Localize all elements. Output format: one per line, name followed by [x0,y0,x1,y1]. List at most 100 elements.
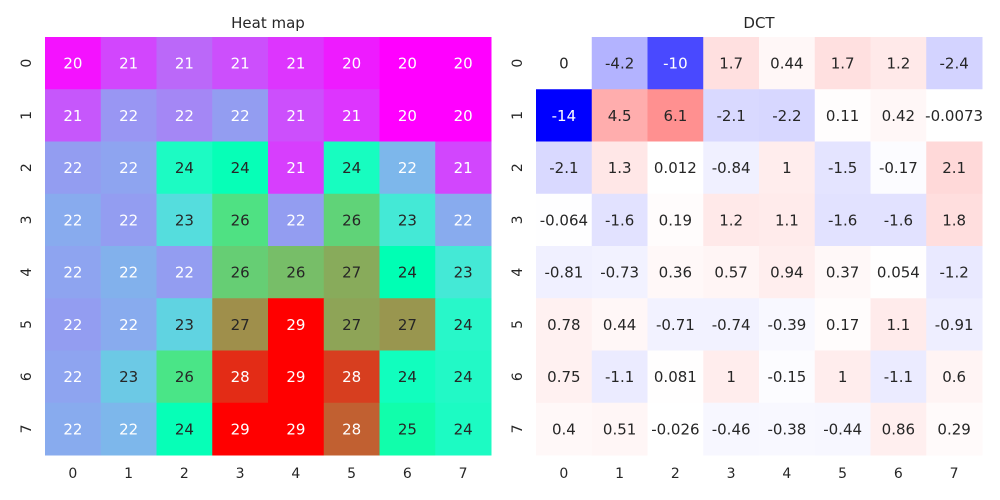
cell-value-label: 22 [398,159,417,177]
heatmap-cell [703,298,760,351]
heatmap-cell [323,193,380,247]
cell-value-label: 23 [398,211,417,229]
cell-value-label: -2.1 [549,159,578,177]
cell-value-label: 27 [342,264,361,282]
heatmap-cell [814,402,871,456]
heatmap-cell [759,89,816,142]
heatmap-cell [647,402,704,456]
heatmap-cell [870,89,927,142]
heatmap-cell [379,402,436,456]
cell-value-label: 0.6 [942,368,966,386]
cell-value-label: -0.44 [823,420,862,438]
heatmap-cell [435,350,492,404]
y-tick-label: 1 [19,111,35,120]
heatmap-cell [45,141,102,195]
cell-value-label: 0.36 [659,264,692,282]
cell-value-label: 22 [175,107,194,125]
cell-value-label: -0.064 [540,211,588,229]
heatmap-cell [212,37,269,90]
heatmap-cell [536,402,593,456]
heatmap-cell [323,89,380,142]
cell-value-label: 0.054 [877,264,920,282]
heatmap-cell [926,350,983,404]
heatmap-cell [591,246,648,299]
heatmap-cell [703,350,760,404]
cell-value-label: 0.78 [547,316,580,334]
cell-value-label: -1.2 [939,264,968,282]
y-tick-label: 1 [510,111,526,120]
x-tick-label: 2 [671,466,680,482]
cell-value-label: 0.42 [882,107,915,125]
heatmap-cell [212,141,269,195]
cell-value-label: 26 [342,211,361,229]
cell-value-label: 0.4 [552,420,576,438]
x-tick-label: 1 [615,466,624,482]
heatmap-cell [268,298,325,351]
cell-value-label: -1.1 [884,368,913,386]
cell-value-label: 22 [63,420,82,438]
heatmap-cell [926,246,983,299]
cell-value-label: 22 [454,211,473,229]
cell-value-label: 6.1 [663,107,687,125]
cell-value-label: 0.19 [659,211,692,229]
heatmap-cell [323,246,380,299]
cell-value-label: 23 [119,368,138,386]
cell-value-label: 21 [342,107,361,125]
cell-value-label: 23 [175,211,194,229]
heatmap-cell [591,298,648,351]
heatmap-cell [212,246,269,299]
heatmap-cell [323,37,380,90]
cell-value-label: 1 [782,159,792,177]
heatmap-cell [100,350,157,404]
cell-value-label: 0.57 [714,264,747,282]
heatmap-cell [870,37,927,90]
cell-value-label: -0.0073 [925,107,983,125]
cell-value-label: -2.2 [772,107,801,125]
cell-value-label: 1.2 [886,55,910,73]
heatmap-cell [647,298,704,351]
heatmap-cell [156,89,213,142]
heatmap-cell [926,141,983,195]
heatmap-cell [379,246,436,299]
cell-value-label: 29 [286,368,305,386]
heatmap-cell [268,246,325,299]
cell-value-label: 0.11 [826,107,859,125]
cell-value-label: 23 [175,316,194,334]
cell-value-label: 21 [454,159,473,177]
cell-value-label: 22 [119,107,138,125]
heatmap-cell [379,89,436,142]
cell-value-label: 27 [342,316,361,334]
y-tick-label: 5 [510,320,526,329]
heatmap-cell [591,89,648,142]
y-tick-label: 7 [510,424,526,433]
heatmap-cell [926,402,983,456]
cell-value-label: 26 [231,211,250,229]
cell-value-label: -0.91 [935,316,974,334]
cell-value-label: -0.74 [712,316,751,334]
cell-value-label: 29 [286,316,305,334]
heatmap-cell [591,193,648,247]
cell-value-label: 21 [286,55,305,73]
cell-value-label: 22 [119,420,138,438]
cell-value-label: 20 [454,55,473,73]
heatmap-cell [703,37,760,90]
cell-value-label: 21 [119,55,138,73]
cell-value-label: 22 [119,159,138,177]
x-tick-label: 6 [894,466,903,482]
cell-value-label: 21 [286,159,305,177]
heatmap-cell [268,141,325,195]
cell-value-label: -10 [663,55,688,73]
cell-value-label: 24 [454,316,473,334]
heatmap-cell [435,298,492,351]
cell-value-label: -1.6 [884,211,913,229]
heatmap-cell [536,89,593,142]
cell-value-label: -1.6 [605,211,634,229]
y-tick-label: 5 [19,320,35,329]
heatmap-cell [591,402,648,456]
cell-value-label: 28 [342,368,361,386]
heatmap-cell [268,89,325,142]
x-tick-label: 7 [459,466,468,482]
cell-value-label: 1 [726,368,736,386]
